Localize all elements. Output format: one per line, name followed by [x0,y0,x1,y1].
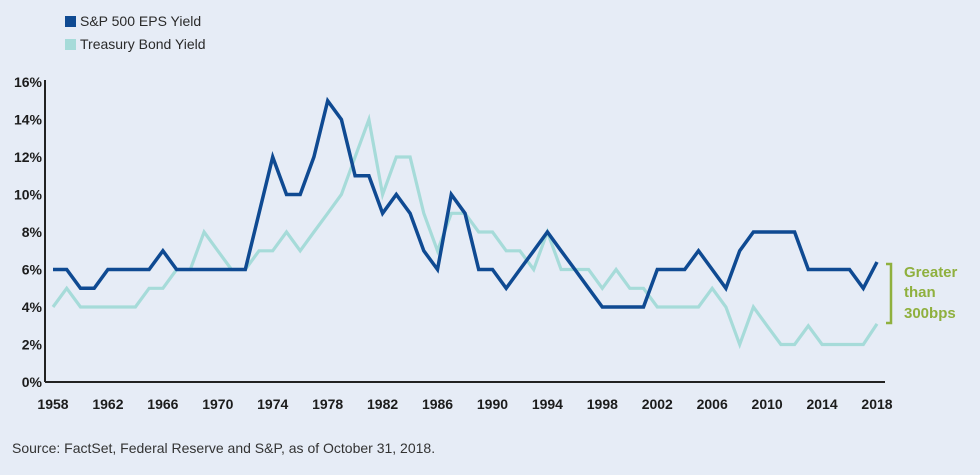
x-tick-label: 1998 [587,396,618,412]
legend-swatch-eps [65,16,76,27]
legend-label-treasury: Treasury Bond Yield [80,36,206,52]
x-tick-label: 2018 [861,396,892,412]
source-note: Source: FactSet, Federal Reserve and S&P… [12,440,436,456]
x-tick-label: 2014 [806,396,837,412]
legend: S&P 500 EPS Yield Treasury Bond Yield [65,13,206,52]
y-tick-label: 14% [14,112,43,128]
y-tick-label: 6% [22,262,43,278]
y-tick-label: 8% [22,224,43,240]
x-tick-label: 1982 [367,396,398,412]
x-tick-label: 2006 [697,396,728,412]
x-tick-label: 1974 [257,396,288,412]
series-line-eps-yield [53,96,879,309]
annotation: Greater than 300bps [886,262,958,325]
series-lines [51,96,879,350]
x-tick-label: 1958 [37,396,68,412]
x-tick-label: 1970 [202,396,233,412]
x-tick-label: 1966 [147,396,178,412]
x-tick-label: 1986 [422,396,453,412]
x-tick-label: 2010 [752,396,783,412]
x-tick-label: 1962 [92,396,123,412]
y-tick-label: 0% [22,374,43,390]
legend-label-eps: S&P 500 EPS Yield [80,13,201,29]
x-tick-label: 2002 [642,396,673,412]
y-tick-label: 16% [14,74,43,90]
x-tick-label: 1978 [312,396,343,412]
y-tick-labels: 0% 2% 4% 6% 8% 10% 12% 14% 16% [14,74,43,390]
y-tick-label: 12% [14,149,43,165]
x-tick-label: 1994 [532,396,563,412]
annotation-bracket [886,262,893,325]
annotation-line-2: than [904,284,936,301]
y-tick-label: 10% [14,187,43,203]
y-tick-label: 2% [22,337,43,353]
x-tick-labels: 1958 1962 1966 1970 1974 1978 1982 1986 1990 1994… [37,396,892,412]
annotation-line-3: 300bps [904,305,956,322]
x-tick-label: 1990 [477,396,508,412]
y-tick-label: 4% [22,299,43,315]
annotation-line-1: Greater [904,264,958,281]
legend-swatch-treasury [65,39,76,50]
